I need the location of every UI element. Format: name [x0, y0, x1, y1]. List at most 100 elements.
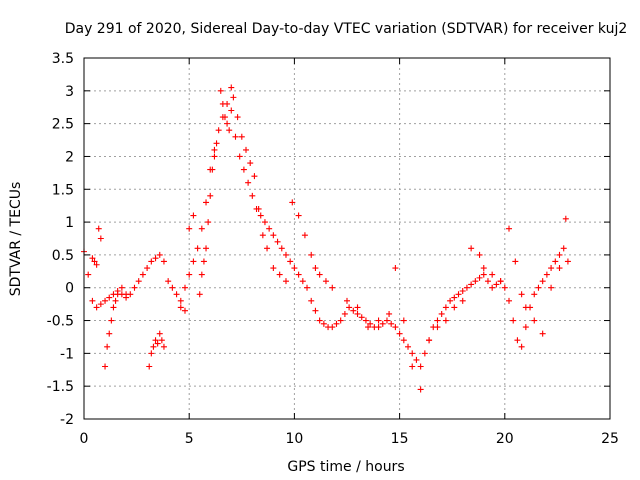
grid-layer: [84, 58, 610, 419]
data-point: [135, 278, 142, 285]
data-point: [350, 307, 357, 314]
data-point: [264, 245, 271, 252]
data-point: [322, 278, 329, 285]
data-point: [543, 271, 550, 278]
y-tick-label: 1.5: [52, 182, 74, 198]
data-point: [160, 258, 167, 265]
data-point: [560, 245, 567, 252]
data-point: [346, 304, 353, 311]
data-point: [468, 281, 475, 288]
data-point: [198, 225, 205, 232]
data-point: [556, 265, 563, 272]
y-tick-label: -2: [60, 412, 74, 428]
data-point: [329, 284, 336, 291]
data-point: [236, 153, 243, 160]
data-point: [247, 160, 254, 167]
data-point: [251, 173, 258, 180]
points-layer: [81, 84, 571, 393]
data-point: [186, 225, 193, 232]
data-point: [451, 294, 458, 301]
data-point: [270, 232, 277, 239]
data-point: [270, 265, 277, 272]
data-point: [207, 192, 214, 199]
plot-frame: [83, 57, 611, 420]
data-point: [341, 310, 348, 317]
data-point: [234, 114, 241, 121]
data-point: [400, 337, 407, 344]
data-point: [93, 304, 100, 311]
chart-title: Day 291 of 2020, Sidereal Day-to-day VTE…: [65, 21, 628, 37]
data-point: [308, 297, 315, 304]
data-point: [217, 87, 224, 94]
data-point: [200, 258, 207, 265]
data-point: [97, 301, 104, 308]
data-point: [243, 146, 250, 153]
data-point: [442, 304, 449, 311]
data-point: [106, 294, 113, 301]
data-point: [316, 317, 323, 324]
data-point: [379, 320, 386, 327]
data-point: [224, 120, 231, 127]
data-point: [531, 291, 538, 298]
x-tick-label: 10: [285, 431, 303, 447]
data-point: [194, 245, 201, 252]
data-point: [276, 271, 283, 278]
data-point: [510, 317, 517, 324]
data-point: [228, 84, 235, 91]
x-tick-label: 0: [80, 431, 89, 447]
data-point: [156, 330, 163, 337]
data-point: [226, 127, 233, 134]
data-point: [512, 258, 519, 265]
data-point: [295, 271, 302, 278]
data-point: [344, 297, 350, 304]
data-point: [383, 317, 390, 324]
data-point: [230, 94, 237, 101]
y-tick-label: 2.5: [52, 117, 74, 133]
data-point: [476, 274, 483, 281]
data-point: [209, 166, 216, 173]
data-point: [289, 199, 296, 206]
data-point: [181, 284, 188, 291]
data-point: [312, 307, 319, 314]
data-point: [501, 284, 508, 291]
data-point: [144, 265, 151, 272]
data-point: [564, 258, 571, 265]
data-point: [535, 284, 542, 291]
data-point: [123, 291, 130, 298]
data-point: [165, 278, 172, 285]
data-point: [459, 297, 466, 304]
data-point: [329, 324, 336, 331]
data-point: [150, 343, 157, 350]
data-point: [160, 343, 167, 350]
data-point: [299, 278, 306, 285]
data-point: [556, 251, 563, 258]
data-point: [112, 297, 119, 304]
data-point: [362, 317, 369, 324]
data-point: [173, 291, 180, 298]
data-point: [539, 330, 546, 337]
data-point: [463, 284, 470, 291]
data-point: [146, 363, 153, 370]
data-point: [108, 317, 115, 324]
data-point: [282, 278, 289, 285]
data-point: [522, 324, 529, 331]
y-tick-label: 3: [65, 84, 74, 100]
data-point: [221, 114, 228, 121]
data-point: [375, 317, 382, 324]
data-point: [156, 251, 163, 258]
data-point: [89, 255, 96, 262]
data-point: [354, 304, 361, 311]
data-point: [531, 317, 538, 324]
data-point: [148, 258, 155, 265]
data-point: [104, 343, 111, 350]
x-tick-label: 25: [601, 431, 619, 447]
data-point: [152, 255, 159, 262]
data-point: [85, 271, 92, 278]
data-point: [421, 350, 428, 357]
y-tick-label: -0.5: [47, 314, 74, 330]
data-point: [261, 219, 268, 226]
data-point: [413, 356, 420, 363]
data-point: [518, 343, 525, 350]
data-point: [468, 245, 475, 252]
